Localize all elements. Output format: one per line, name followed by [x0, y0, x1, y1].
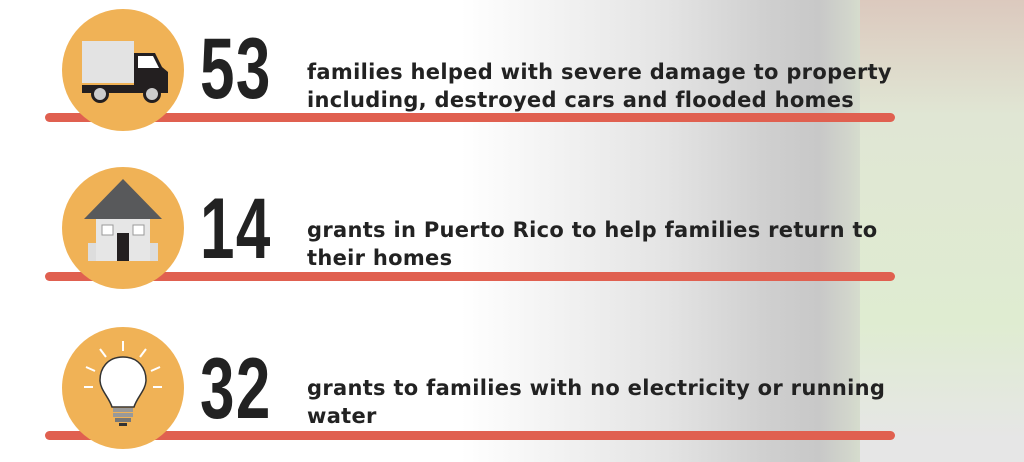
stat-number: 14: [200, 181, 272, 277]
icon-circle: [62, 9, 184, 131]
stat-description-line: grants in Puerto Rico to help families r…: [307, 218, 878, 242]
divider-bar: [45, 272, 895, 281]
divider-bar: [45, 113, 895, 122]
icon-circle: [62, 327, 184, 449]
stat-description-line: water: [307, 404, 377, 428]
stat-description-line: grants to families with no electricity o…: [307, 376, 886, 400]
lightbulb-icon: [84, 341, 162, 426]
stat-number: 32: [200, 341, 272, 437]
background-shirt: [860, 0, 1024, 462]
stat-description-line: families helped with severe damage to pr…: [307, 60, 892, 84]
house-icon: [84, 179, 162, 261]
stat-number: 53: [200, 21, 272, 117]
stat-description-line: including, destroyed cars and flooded ho…: [307, 88, 855, 112]
stat-description-line: their homes: [307, 246, 453, 270]
divider-bar: [45, 431, 895, 440]
truck-icon: [82, 41, 168, 103]
icon-circle: [62, 167, 184, 289]
